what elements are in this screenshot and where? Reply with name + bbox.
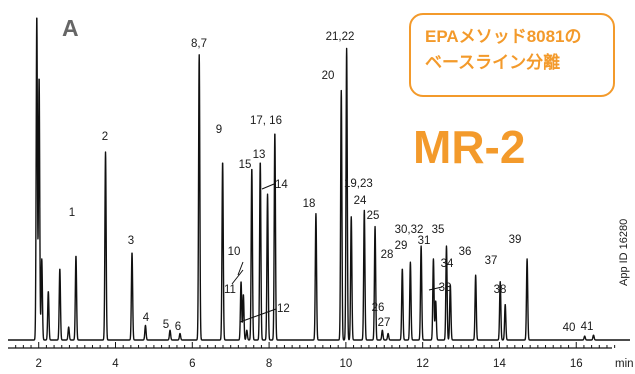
- peak-label: 2: [102, 131, 108, 143]
- peak-label: 8,7: [191, 38, 207, 50]
- peak-label: 17, 16: [250, 115, 282, 127]
- peak-label: 33: [439, 282, 452, 294]
- peak-label: 5: [163, 319, 169, 331]
- peak-leader-line: [428, 286, 443, 291]
- peak-label: 30,32: [395, 224, 424, 236]
- product-title: MR-2: [413, 121, 525, 173]
- x-tick-label: 8: [266, 358, 272, 370]
- peak-label: 28: [381, 249, 394, 261]
- panel-letter: A: [62, 15, 79, 41]
- peak-label: 6: [175, 321, 181, 333]
- callout-box: EPAメソッド8081の ベースライン分離: [409, 13, 615, 97]
- peak-label: 4: [143, 312, 150, 324]
- peak-leader-line: [239, 308, 277, 323]
- peak-label: 39: [509, 234, 522, 246]
- peak-label: 3: [128, 235, 134, 247]
- x-tick-label: 10: [339, 358, 352, 370]
- peak-label: 31: [418, 235, 431, 247]
- peak-label: 13: [253, 149, 266, 161]
- peak-label: 11: [224, 284, 236, 296]
- peak-label: 38: [494, 284, 507, 296]
- x-tick-label: 16: [570, 358, 583, 370]
- peak-label: 36: [459, 246, 472, 258]
- x-tick-label: 14: [493, 358, 506, 370]
- callout-line-1: EPAメソッド8081の: [425, 27, 582, 46]
- peak-label: 18: [303, 198, 316, 210]
- x-tick-label: 6: [189, 358, 195, 370]
- peak-leader-line: [237, 261, 244, 276]
- x-tick-label: 4: [112, 358, 119, 370]
- peak-leader-line: [231, 269, 244, 285]
- peak-label: 10: [228, 246, 241, 258]
- x-axis-unit: min: [615, 358, 634, 370]
- peak-label: 20: [322, 70, 335, 82]
- app-id-label: App ID 16280: [618, 219, 630, 286]
- peak-label: 25: [367, 210, 380, 222]
- peak-label: 24: [354, 195, 367, 207]
- peak-label: 9: [216, 124, 222, 136]
- peak-label: 29: [395, 240, 408, 252]
- peak-label: 35: [432, 224, 445, 236]
- peak-label: 12: [277, 303, 290, 315]
- peak-label: 34: [441, 258, 454, 270]
- peak-label: 40: [563, 322, 576, 334]
- peak-label: 1: [69, 207, 75, 219]
- peak-label: 15: [239, 159, 252, 171]
- callout-line-2: ベースライン分離: [425, 53, 561, 72]
- peak-leader-line: [261, 183, 275, 190]
- peak-label: 37: [485, 255, 498, 267]
- x-tick-label: 12: [416, 358, 429, 370]
- x-tick-label: 2: [36, 358, 42, 370]
- peak-label: 27: [378, 317, 391, 329]
- peak-label: 14: [275, 179, 288, 191]
- peak-label: 26: [372, 302, 385, 314]
- peak-label: 41: [581, 321, 594, 333]
- chromatogram-trace: [7, 17, 631, 341]
- x-axis: 2 4 6 8 10 12 14 16 min: [8, 342, 634, 370]
- peak-label: 21,22: [326, 31, 355, 43]
- peak-label: 19,23: [344, 178, 373, 190]
